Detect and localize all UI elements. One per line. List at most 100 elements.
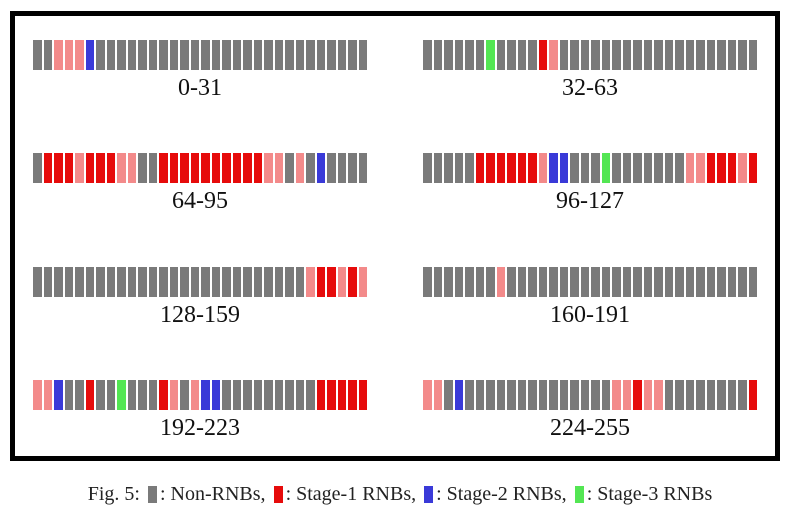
bit-cell: [201, 153, 210, 184]
bit-cell: [559, 379, 568, 410]
bit-cell: [306, 153, 315, 184]
bit-cell: [549, 40, 558, 70]
bit-cell: [528, 40, 537, 70]
bit-cell: [580, 40, 589, 70]
block-range-label: 128-159: [160, 301, 240, 328]
bit-cell: [327, 379, 336, 410]
bit-cell: [43, 153, 52, 184]
bit-cell: [570, 153, 579, 184]
bit-block-32-63: 32-63: [423, 40, 757, 102]
bit-cell: [486, 40, 495, 70]
bit-block-224-255: 224-255: [423, 379, 757, 442]
bit-cell: [169, 40, 178, 70]
bit-block-160-191: 160-191: [423, 266, 757, 329]
bit-cell: [717, 379, 726, 410]
bit-cell: [696, 153, 705, 184]
bit-cell: [180, 266, 189, 297]
bit-cell: [358, 153, 367, 184]
bit-cell: [696, 266, 705, 297]
stage-2-rnb-label: : Stage-2 RNBs,: [436, 483, 567, 505]
stage-3-rnb-swatch: [574, 486, 584, 503]
bit-cell: [444, 379, 453, 410]
bit-cell: [306, 379, 315, 410]
bit-cell: [633, 379, 642, 410]
block-range-label: 224-255: [550, 414, 630, 441]
bit-cell: [465, 153, 474, 184]
bit-cell: [106, 379, 115, 410]
bit-cell: [675, 40, 684, 70]
bit-cell: [54, 379, 63, 410]
bit-cell: [633, 266, 642, 297]
bit-cell: [454, 40, 463, 70]
bit-cell: [232, 153, 241, 184]
bit-cell: [685, 379, 694, 410]
bit-cell: [517, 379, 526, 410]
bit-cell: [159, 379, 168, 410]
bit-cell: [706, 40, 715, 70]
non-rnb-swatch: [147, 486, 157, 503]
bit-cell: [159, 153, 168, 184]
bit-cell: [465, 266, 474, 297]
bit-cell: [622, 40, 631, 70]
bit-cell: [612, 379, 621, 410]
bit-cell: [570, 40, 579, 70]
bit-cell: [148, 153, 157, 184]
bit-cell: [748, 40, 757, 70]
bit-cell: [285, 40, 294, 70]
bit-cell: [117, 266, 126, 297]
bit-cell: [591, 266, 600, 297]
bit-cell: [43, 379, 52, 410]
bit-strip: [33, 40, 367, 70]
bit-strip: [423, 40, 757, 70]
bit-cell: [538, 153, 547, 184]
bit-cell: [243, 40, 252, 70]
bit-cell: [138, 266, 147, 297]
bit-cell: [433, 266, 442, 297]
bit-cell: [454, 153, 463, 184]
bit-cell: [475, 379, 484, 410]
bit-cell: [570, 379, 579, 410]
figure-caption: Fig. 5:: Non-RNBs,: Stage-1 RNBs,: Stage…: [0, 483, 800, 506]
bit-cell: [507, 40, 516, 70]
bit-cell: [253, 266, 262, 297]
bit-strip: [33, 266, 367, 297]
bit-cell: [433, 153, 442, 184]
bit-cell: [654, 266, 663, 297]
caption-prefix: Fig. 5:: [87, 483, 140, 505]
block-range-label: 192-223: [160, 414, 240, 441]
bit-cell: [190, 379, 199, 410]
bit-cell: [43, 266, 52, 297]
bit-cell: [222, 153, 231, 184]
bit-cell: [496, 379, 505, 410]
bit-cell: [348, 153, 357, 184]
bit-cell: [211, 40, 220, 70]
bit-cell: [559, 40, 568, 70]
bit-cell: [232, 40, 241, 70]
bit-cell: [190, 153, 199, 184]
bit-cell: [96, 40, 105, 70]
bit-strip: [33, 153, 367, 184]
block-range-label: 64-95: [172, 188, 228, 215]
bit-cell: [748, 266, 757, 297]
bit-cell: [127, 40, 136, 70]
bit-cell: [528, 266, 537, 297]
bit-cell: [43, 40, 52, 70]
bit-cell: [465, 40, 474, 70]
bit-cell: [717, 266, 726, 297]
bit-cell: [337, 153, 346, 184]
bit-cell: [243, 379, 252, 410]
bit-cell: [180, 379, 189, 410]
bit-cell: [211, 153, 220, 184]
bit-cell: [138, 40, 147, 70]
bit-cell: [327, 40, 336, 70]
bit-cell: [33, 266, 42, 297]
bit-cell: [549, 379, 558, 410]
bit-cell: [295, 40, 304, 70]
bit-cell: [559, 153, 568, 184]
bit-cell: [348, 40, 357, 70]
bit-cell: [717, 153, 726, 184]
bit-cell: [64, 379, 73, 410]
bit-cell: [253, 379, 262, 410]
bit-cell: [274, 379, 283, 410]
bit-cell: [64, 266, 73, 297]
